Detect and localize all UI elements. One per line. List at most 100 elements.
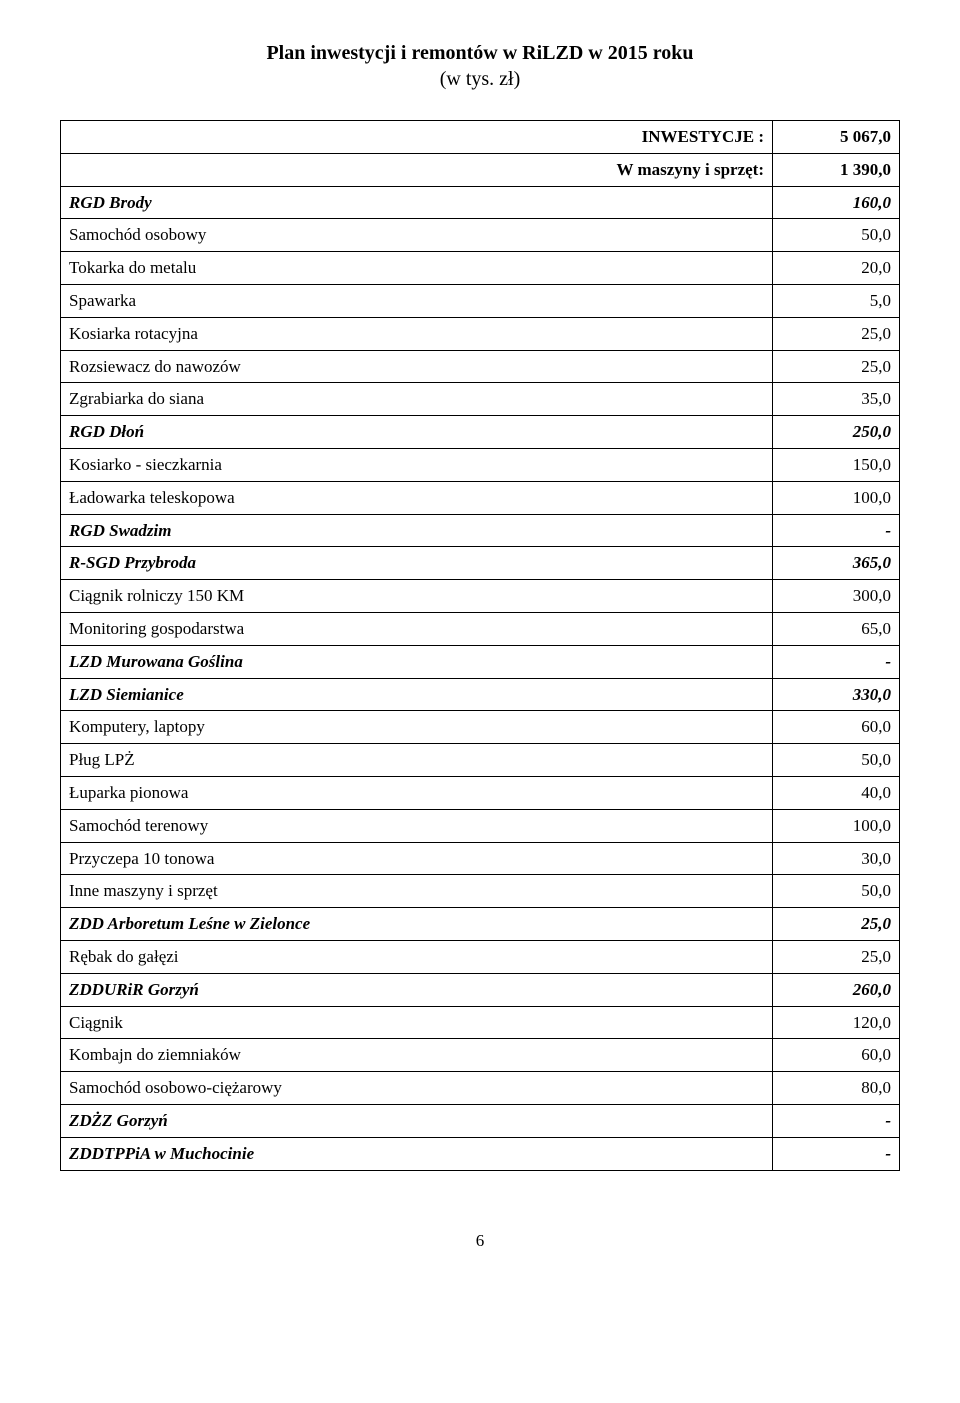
row-label: Kombajn do ziemniaków [61, 1039, 773, 1072]
page-subtitle: (w tys. zł) [60, 66, 900, 92]
row-value: 365,0 [773, 547, 900, 580]
row-label: R-SGD Przybroda [61, 547, 773, 580]
table-row: Tokarka do metalu20,0 [61, 252, 900, 285]
row-value: 50,0 [773, 875, 900, 908]
table-row: Kombajn do ziemniaków60,0 [61, 1039, 900, 1072]
row-label: Komputery, laptopy [61, 711, 773, 744]
row-label: Inne maszyny i sprzęt [61, 875, 773, 908]
table-row: Samochód terenowy100,0 [61, 809, 900, 842]
row-value: 300,0 [773, 580, 900, 613]
row-value: - [773, 1104, 900, 1137]
row-label: Ciągnik rolniczy 150 KM [61, 580, 773, 613]
row-label: ZDD Arboretum Leśne w Zielonce [61, 908, 773, 941]
row-label: Spawarka [61, 284, 773, 317]
table-row: Łuparka pionowa40,0 [61, 776, 900, 809]
row-value: 100,0 [773, 481, 900, 514]
row-label: RGD Dłoń [61, 416, 773, 449]
row-label: Samochód osobowy [61, 219, 773, 252]
row-label: ZDDURiR Gorzyń [61, 973, 773, 1006]
table-row: Samochód osobowo-ciężarowy80,0 [61, 1072, 900, 1105]
row-value: 30,0 [773, 842, 900, 875]
table-row: Pług LPŻ50,0 [61, 744, 900, 777]
row-value: 5,0 [773, 284, 900, 317]
row-label: Ciągnik [61, 1006, 773, 1039]
title-block: Plan inwestycji i remontów w RiLZD w 201… [60, 40, 900, 92]
table-row: Spawarka5,0 [61, 284, 900, 317]
row-value: 60,0 [773, 711, 900, 744]
row-value: 100,0 [773, 809, 900, 842]
table-row: Rębak do gałęzi25,0 [61, 940, 900, 973]
table-row: Samochód osobowy50,0 [61, 219, 900, 252]
row-value: 25,0 [773, 908, 900, 941]
table-row: Przyczepa 10 tonowa30,0 [61, 842, 900, 875]
table-row: Ciągnik120,0 [61, 1006, 900, 1039]
row-value: 5 067,0 [773, 121, 900, 154]
table-row: LZD Siemianice330,0 [61, 678, 900, 711]
table-row: Kosiarko - sieczkarnia150,0 [61, 448, 900, 481]
table-row: INWESTYCJE :5 067,0 [61, 121, 900, 154]
table-row: RGD Swadzim- [61, 514, 900, 547]
table-row: R-SGD Przybroda365,0 [61, 547, 900, 580]
table-row: Zgrabiarka do siana35,0 [61, 383, 900, 416]
row-label: Samochód terenowy [61, 809, 773, 842]
row-label: LZD Murowana Goślina [61, 645, 773, 678]
row-label: Rozsiewacz do nawozów [61, 350, 773, 383]
page-number: 6 [60, 1231, 900, 1251]
table-row: Kosiarka rotacyjna25,0 [61, 317, 900, 350]
page-title: Plan inwestycji i remontów w RiLZD w 201… [60, 40, 900, 66]
table-row: RGD Brody160,0 [61, 186, 900, 219]
table-row: ZDDURiR Gorzyń260,0 [61, 973, 900, 1006]
table-row: Komputery, laptopy60,0 [61, 711, 900, 744]
row-value: 250,0 [773, 416, 900, 449]
table-row: Ładowarka teleskopowa100,0 [61, 481, 900, 514]
row-value: 260,0 [773, 973, 900, 1006]
row-label: ZDŻZ Gorzyń [61, 1104, 773, 1137]
row-value: 35,0 [773, 383, 900, 416]
row-value: 160,0 [773, 186, 900, 219]
row-value: - [773, 514, 900, 547]
row-label: RGD Brody [61, 186, 773, 219]
table-row: W maszyny i sprzęt:1 390,0 [61, 153, 900, 186]
table-row: LZD Murowana Goślina- [61, 645, 900, 678]
row-value: - [773, 1137, 900, 1170]
row-value: - [773, 645, 900, 678]
table-row: Rozsiewacz do nawozów25,0 [61, 350, 900, 383]
row-value: 150,0 [773, 448, 900, 481]
table-row: Ciągnik rolniczy 150 KM300,0 [61, 580, 900, 613]
row-value: 40,0 [773, 776, 900, 809]
row-label: Rębak do gałęzi [61, 940, 773, 973]
table-row: ZDD Arboretum Leśne w Zielonce25,0 [61, 908, 900, 941]
table-row: Monitoring gospodarstwa65,0 [61, 612, 900, 645]
row-label: Łuparka pionowa [61, 776, 773, 809]
row-label: ZDDTPPiA w Muchocinie [61, 1137, 773, 1170]
table-row: ZDDTPPiA w Muchocinie- [61, 1137, 900, 1170]
row-value: 25,0 [773, 350, 900, 383]
row-value: 25,0 [773, 317, 900, 350]
row-label: Zgrabiarka do siana [61, 383, 773, 416]
row-value: 65,0 [773, 612, 900, 645]
row-value: 60,0 [773, 1039, 900, 1072]
table-row: RGD Dłoń250,0 [61, 416, 900, 449]
table-row: Inne maszyny i sprzęt50,0 [61, 875, 900, 908]
row-label: Kosiarka rotacyjna [61, 317, 773, 350]
row-value: 120,0 [773, 1006, 900, 1039]
table-row: ZDŻZ Gorzyń- [61, 1104, 900, 1137]
row-label: Monitoring gospodarstwa [61, 612, 773, 645]
investment-table: INWESTYCJE :5 067,0W maszyny i sprzęt:1 … [60, 120, 900, 1171]
row-value: 80,0 [773, 1072, 900, 1105]
row-label: Ładowarka teleskopowa [61, 481, 773, 514]
row-label: RGD Swadzim [61, 514, 773, 547]
row-label: Pług LPŻ [61, 744, 773, 777]
row-label: Przyczepa 10 tonowa [61, 842, 773, 875]
row-value: 50,0 [773, 744, 900, 777]
row-value: 1 390,0 [773, 153, 900, 186]
row-label: Samochód osobowo-ciężarowy [61, 1072, 773, 1105]
row-label: Tokarka do metalu [61, 252, 773, 285]
row-label: INWESTYCJE : [61, 121, 773, 154]
row-value: 20,0 [773, 252, 900, 285]
row-label: LZD Siemianice [61, 678, 773, 711]
row-value: 25,0 [773, 940, 900, 973]
row-label: Kosiarko - sieczkarnia [61, 448, 773, 481]
row-value: 330,0 [773, 678, 900, 711]
row-label: W maszyny i sprzęt: [61, 153, 773, 186]
